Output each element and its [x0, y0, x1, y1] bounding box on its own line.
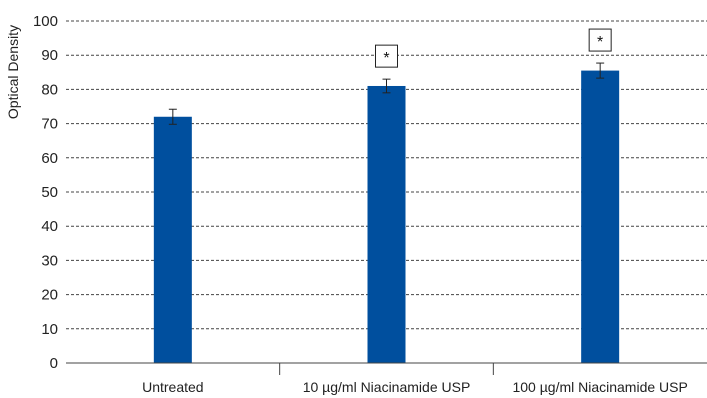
bar — [367, 85, 406, 363]
y-tick-label: 10 — [41, 321, 58, 338]
bar — [581, 70, 620, 363]
significance-marker: * — [383, 50, 389, 67]
y-tick-label: 100 — [33, 13, 58, 30]
y-axis-ticks: 0 10 20 30 40 50 60 70 80 90 100 — [33, 13, 58, 372]
error-bars — [168, 62, 605, 125]
x-category-label: 100 µg/ml Niacinamide USP — [512, 379, 687, 395]
y-axis-title: Optical Density — [5, 25, 21, 119]
x-category-label: 10 µg/ml Niacinamide USP — [303, 379, 471, 395]
significance-box — [375, 44, 398, 68]
y-tick-label: 90 — [41, 47, 58, 64]
x-category-label: Untreated — [142, 379, 203, 395]
significance-marker: * — [597, 34, 603, 51]
y-tick-label: 20 — [41, 287, 58, 304]
y-tick-label: 70 — [41, 116, 58, 133]
x-axis: Untreated 10 µg/ml Niacinamide USP 100 µg/… — [66, 362, 707, 395]
significance-box — [588, 28, 612, 52]
y-tick-label: 60 — [41, 150, 58, 167]
bars — [153, 70, 620, 363]
y-tick-label: 80 — [41, 81, 58, 98]
y-tick-label: 50 — [41, 184, 58, 201]
bar — [153, 116, 192, 363]
y-tick-label: 0 — [50, 355, 58, 372]
significance-markers: ** — [375, 28, 612, 68]
y-tick-label: 40 — [41, 218, 58, 235]
y-tick-label: 30 — [41, 252, 58, 269]
